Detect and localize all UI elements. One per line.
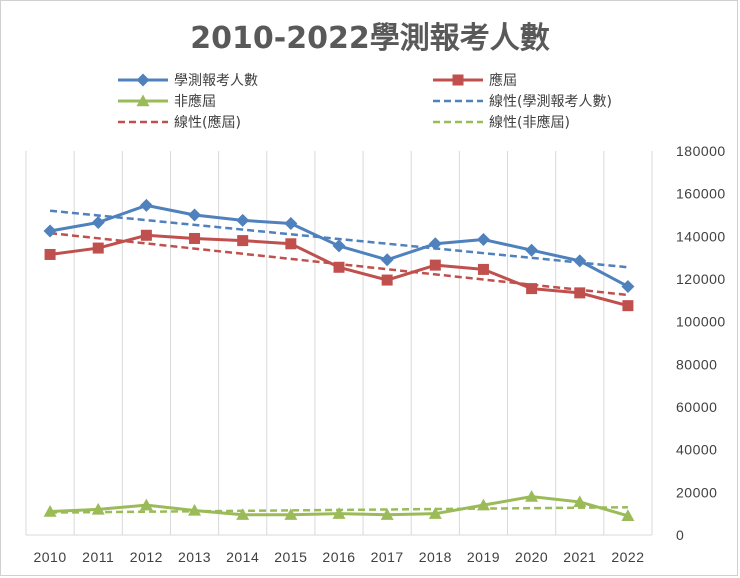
data-point <box>188 503 202 516</box>
y-tick-label: 160000 <box>676 186 726 202</box>
legend-label: 學測報考人數 <box>174 73 258 89</box>
x-tick-label: 2022 <box>611 549 644 565</box>
trendline <box>49 209 629 269</box>
data-point <box>139 498 153 511</box>
x-tick-label: 2019 <box>467 549 500 565</box>
data-point <box>136 94 150 107</box>
chart-title: 2010-2022學測報考人數 <box>190 21 549 56</box>
grid <box>25 151 653 536</box>
data-point <box>573 254 587 268</box>
data-point <box>476 233 490 247</box>
x-tick-label: 2017 <box>371 549 404 565</box>
x-tick-label: 2011 <box>82 549 114 565</box>
y-tick-label: 60000 <box>676 399 717 415</box>
data-point <box>622 300 634 312</box>
data-point <box>236 213 250 227</box>
data-point <box>333 261 345 273</box>
data-point <box>621 279 635 293</box>
y-tick-label: 80000 <box>676 356 717 372</box>
data-point <box>428 507 442 519</box>
y-axis: 0 20000 40000 60000 80000 100000 120000 140000 1… <box>676 143 726 543</box>
data-point <box>452 74 464 86</box>
x-tick-label: 2010 <box>33 549 66 565</box>
data-point <box>285 238 297 250</box>
y-tick-label: 20000 <box>676 484 717 500</box>
y-tick-label: 120000 <box>676 271 726 287</box>
y-tick-label: 100000 <box>676 314 726 330</box>
legend-label: 線性(非應屆) <box>489 114 570 131</box>
y-tick-label: 180000 <box>676 143 726 159</box>
legend-label: 線性(學測報考人數) <box>489 94 612 110</box>
data-point <box>526 283 538 295</box>
data-point <box>284 508 298 520</box>
data-point <box>380 253 394 267</box>
x-tick-label: 2015 <box>274 549 307 565</box>
data-point <box>332 507 346 519</box>
data-point <box>476 498 490 511</box>
data-point <box>574 287 586 299</box>
data-point <box>525 243 539 257</box>
data-point <box>380 508 394 520</box>
legend-label: 應屆 <box>489 72 517 89</box>
data-point <box>43 224 57 238</box>
data-point <box>43 505 57 517</box>
y-tick-label: 40000 <box>676 442 717 458</box>
data-point <box>284 217 298 231</box>
data-point <box>573 495 587 508</box>
data-point <box>621 509 635 521</box>
data-point <box>139 198 153 212</box>
legend-label: 非應屆 <box>174 93 216 110</box>
x-axis: 2010 2011 2012 2013 2014 2015 2016 2017 2018 2019… <box>33 549 644 565</box>
data-point <box>477 263 489 275</box>
trendlines <box>49 209 629 514</box>
data-point <box>429 259 441 271</box>
x-tick-label: 2021 <box>563 549 596 565</box>
data-point <box>136 73 150 87</box>
y-tick-label: 140000 <box>676 228 726 244</box>
data-point <box>140 229 152 241</box>
data-point <box>189 232 201 244</box>
data-point <box>236 508 250 520</box>
x-tick-label: 2018 <box>419 549 452 565</box>
data-point <box>44 248 56 260</box>
data-point <box>332 239 346 253</box>
series <box>43 198 635 521</box>
legend-label: 線性(應屆) <box>174 114 241 131</box>
x-tick-label: 2013 <box>178 549 211 565</box>
data-point <box>428 237 442 251</box>
y-tick-label: 0 <box>676 527 684 543</box>
data-point <box>237 235 249 247</box>
data-point <box>91 502 105 515</box>
x-tick-label: 2016 <box>322 549 355 565</box>
x-tick-label: 2020 <box>515 549 548 565</box>
data-point <box>381 274 393 286</box>
x-tick-label: 2012 <box>130 549 163 565</box>
data-point <box>92 242 104 254</box>
x-tick-label: 2014 <box>226 549 259 565</box>
data-point <box>188 208 202 222</box>
data-point <box>525 490 539 502</box>
data-point <box>91 215 105 229</box>
